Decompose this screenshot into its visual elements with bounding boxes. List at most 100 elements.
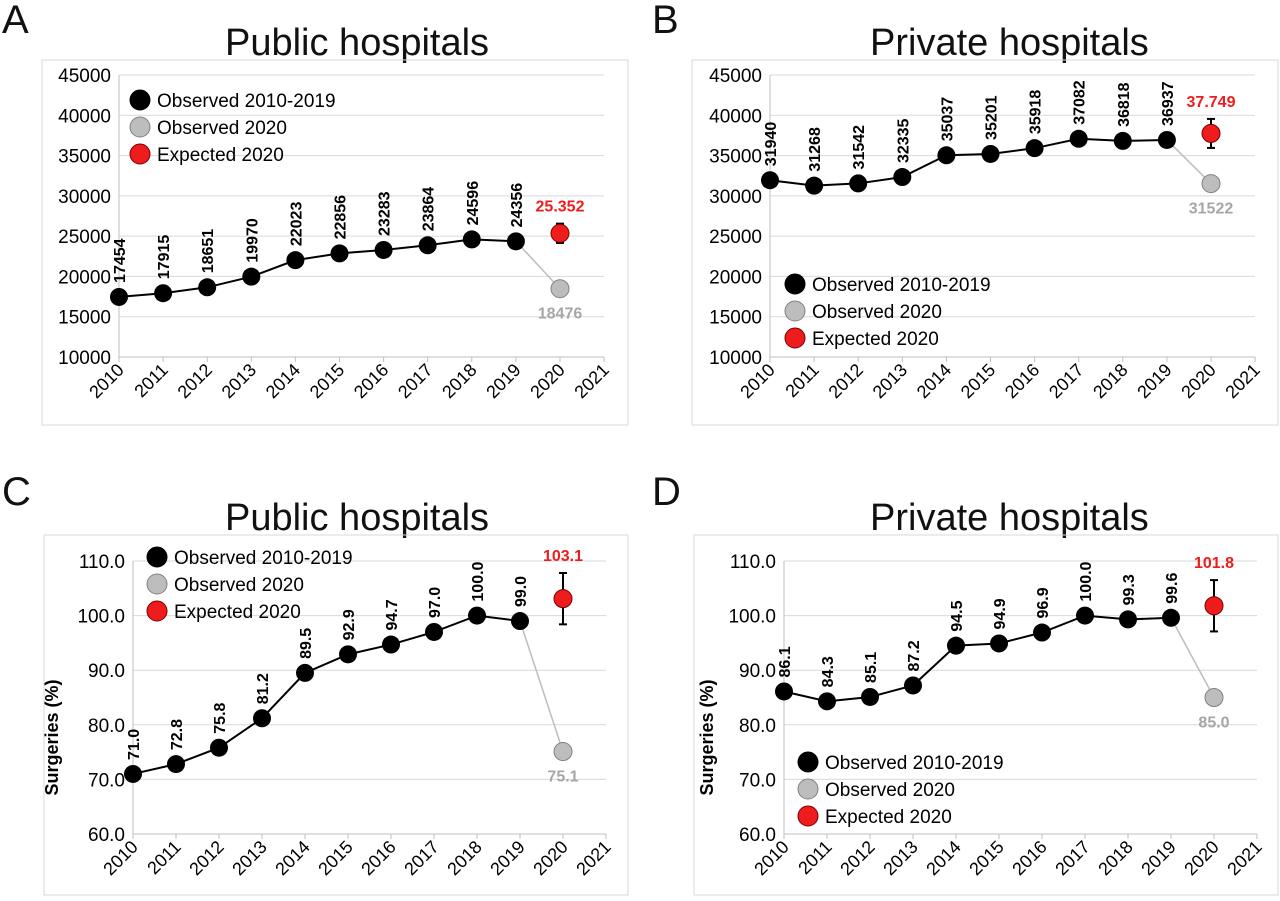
data-point-observed — [947, 636, 965, 655]
panel-letter-b: B — [652, 0, 679, 42]
y-tick-label: 20000 — [709, 267, 762, 288]
data-point-observed — [981, 144, 1000, 163]
data-point-observed — [511, 612, 529, 631]
legend-label: Observed 2010-2019 — [174, 548, 353, 569]
data-label-observed: 71.0 — [126, 729, 143, 760]
y-tick-label: 35000 — [58, 147, 111, 168]
legend-label: Expected 2020 — [157, 145, 284, 166]
data-point-observed — [253, 709, 271, 728]
data-label-observed: 87.2 — [906, 640, 923, 671]
data-point-observed — [418, 236, 437, 255]
data-label-observed: 35918 — [1028, 90, 1045, 135]
y-tick-label: 10000 — [709, 348, 762, 369]
x-tick-label: 2011 — [794, 837, 836, 879]
chart-frame — [43, 534, 629, 896]
y-tick-label: 70.0 — [88, 770, 125, 791]
legend-label: Observed 2010-2019 — [157, 91, 336, 112]
data-label-observed: 31940 — [763, 122, 780, 167]
legend-marker — [797, 805, 819, 827]
data-point-observed — [904, 676, 922, 695]
data-label-observed: 92.9 — [341, 609, 358, 640]
data-label-observed: 35201 — [984, 95, 1001, 140]
x-tick-label: 2018 — [1094, 837, 1136, 879]
data-label-observed-2020: 31522 — [1189, 201, 1234, 218]
data-label-observed: 85.1 — [863, 652, 880, 683]
series-line-observed-2010-2019 — [132, 614, 521, 775]
x-tick-label: 2020 — [1180, 837, 1222, 879]
data-label-observed: 84.3 — [820, 656, 837, 687]
legend-label: Expected 2020 — [174, 602, 301, 623]
panel-letter-a: A — [2, 0, 29, 42]
y-tick-label: 90.0 — [739, 661, 776, 682]
data-label-expected-2020: 103.1 — [543, 548, 583, 565]
data-label-observed: 75.8 — [212, 702, 229, 733]
data-point-observed — [382, 635, 400, 654]
data-point-observed — [210, 738, 228, 757]
data-point-observed — [818, 692, 836, 711]
legend-marker — [129, 143, 151, 165]
y-tick-label: 110.0 — [79, 552, 125, 573]
y-tick-label: 40000 — [58, 106, 111, 127]
y-tick-label: 15000 — [58, 308, 111, 329]
data-label-observed: 19970 — [244, 218, 261, 263]
data-label-observed: 94.7 — [384, 599, 401, 630]
legend-marker — [784, 273, 806, 295]
series-line-observed-2010-2019 — [118, 238, 516, 298]
x-tick-label: 2021 — [1223, 837, 1265, 879]
data-label-observed: 94.9 — [992, 598, 1009, 629]
x-tick-label: 2017 — [1051, 837, 1093, 879]
data-label-observed: 97.0 — [427, 587, 444, 618]
legend-marker — [129, 89, 151, 111]
y-tick-label: 25000 — [709, 227, 762, 248]
data-label-expected-2020: 25.352 — [536, 199, 585, 216]
y-tick-label: 80.0 — [88, 716, 125, 737]
data-point-observed — [330, 244, 349, 263]
data-label-observed: 100.0 — [1078, 561, 1095, 601]
chart-title-b: Private hospitals — [870, 22, 1149, 64]
series-line-observed-2020 — [519, 620, 564, 752]
data-point-expected-2020 — [1204, 596, 1224, 616]
data-label-observed: 99.0 — [513, 576, 530, 607]
y-tick-label: 110.0 — [730, 552, 776, 573]
data-point-observed — [124, 764, 142, 783]
data-label-observed: 86.1 — [777, 646, 794, 677]
data-point-observed — [468, 606, 486, 625]
data-label-expected-2020: 37.749 — [1187, 94, 1236, 111]
data-label-observed: 81.2 — [255, 673, 272, 704]
data-label-observed: 24356 — [509, 183, 526, 228]
chart-frame — [693, 534, 1279, 896]
legend-marker — [146, 546, 168, 568]
legend-label: Observed 2020 — [825, 780, 955, 801]
data-point-observed — [1025, 139, 1044, 158]
y-tick-label: 90.0 — [88, 661, 125, 682]
series-line-observed-2010-2019 — [769, 137, 1167, 187]
x-tick-label: 2014 — [922, 837, 964, 879]
legend-label: Expected 2020 — [825, 807, 952, 828]
data-label-observed: 96.9 — [1035, 587, 1052, 618]
data-point-observed — [1157, 130, 1176, 149]
data-label-observed: 31268 — [807, 127, 824, 172]
data-point-observed — [893, 168, 912, 187]
y-tick-label: 70.0 — [739, 770, 776, 791]
series-line-observed-2020 — [515, 240, 561, 290]
data-point-observed — [849, 174, 868, 193]
data-label-observed: 23864 — [421, 187, 438, 232]
data-point-observed — [154, 284, 173, 303]
data-label-observed: 99.6 — [1164, 573, 1181, 604]
data-point-observed-2020 — [1201, 174, 1221, 194]
data-point-observed — [110, 287, 128, 306]
data-point-observed — [339, 645, 357, 664]
series-line-observed-2020 — [1170, 617, 1215, 698]
data-label-observed-2020: 85.0 — [1198, 715, 1229, 732]
data-point-observed-2020 — [1204, 688, 1224, 707]
legend-marker — [129, 116, 151, 138]
series-line-observed-2020 — [1166, 139, 1212, 185]
data-label-observed-2020: 75.1 — [547, 769, 578, 786]
legend-marker — [146, 600, 168, 622]
legend-label: Expected 2020 — [812, 329, 939, 350]
x-tick-label: 2019 — [1137, 837, 1179, 879]
data-point-observed — [1162, 608, 1180, 627]
